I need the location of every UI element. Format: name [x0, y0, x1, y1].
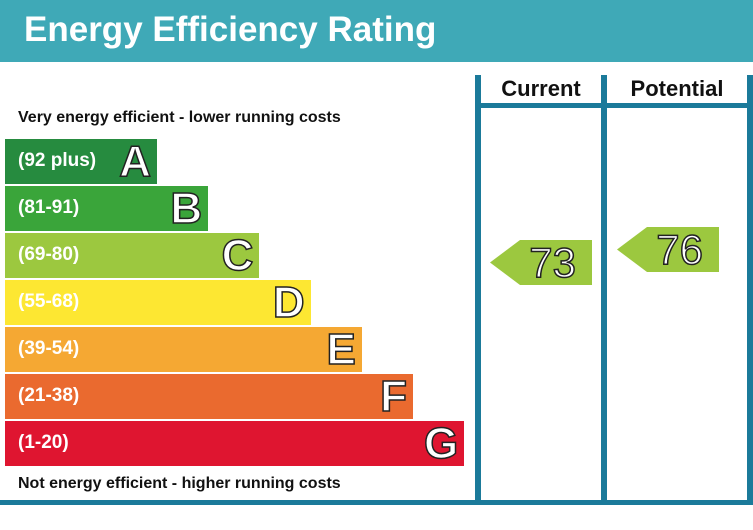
- bottom-border: [0, 500, 753, 505]
- band-d: (55-68) D: [5, 277, 311, 328]
- band-range: (39-54): [18, 338, 80, 359]
- band-b: (81-91) B: [5, 183, 209, 234]
- band-letter: G: [423, 418, 459, 469]
- band-letter: D: [272, 277, 305, 328]
- column-divider: [475, 75, 481, 505]
- band-range: (1-20): [18, 432, 69, 453]
- band-range: (69-80): [18, 244, 80, 265]
- header-divider: [475, 103, 753, 108]
- band-f: (21-38) F: [5, 371, 413, 422]
- column-divider: [601, 75, 607, 505]
- potential-column-header: Potential: [630, 76, 724, 101]
- band-range: (21-38): [18, 385, 80, 406]
- band-letter: C: [221, 230, 254, 281]
- band-letter: F: [379, 371, 407, 422]
- header-bar: Energy Efficiency Rating: [0, 0, 753, 62]
- current-column-header: Current: [501, 76, 581, 101]
- band-c: (69-80) C: [5, 230, 260, 281]
- band-range: (55-68): [18, 291, 80, 312]
- current-rating-value: 73: [529, 238, 577, 287]
- band-a: (92 plus) A: [5, 136, 157, 187]
- potential-rating-arrow: 76: [617, 225, 719, 274]
- band-letter: E: [326, 324, 357, 375]
- bottom-note: Not energy efficient - higher running co…: [18, 475, 341, 492]
- current-rating-arrow: 73: [490, 238, 592, 287]
- band-g: (1-20) G: [5, 418, 465, 469]
- potential-rating-value: 76: [656, 225, 704, 274]
- band-letter: A: [118, 136, 151, 187]
- band-e: (39-54) E: [5, 324, 362, 375]
- top-note: Very energy efficient - lower running co…: [18, 109, 341, 126]
- band-range: (81-91): [18, 197, 80, 218]
- column-divider: [747, 75, 753, 505]
- band-range: (92 plus): [18, 150, 97, 171]
- band-letter: B: [170, 183, 203, 234]
- chart-title: Energy Efficiency Rating: [24, 10, 437, 49]
